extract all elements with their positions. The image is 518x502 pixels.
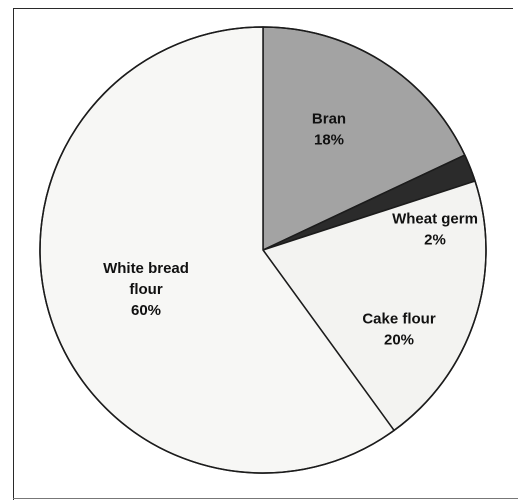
- slice-label-line: Cake flour: [362, 311, 436, 328]
- frame-bottom-line: [13, 498, 518, 499]
- slice-label-line: White bread: [103, 260, 189, 277]
- slices-layer: [39, 26, 487, 474]
- pie-outline: [39, 26, 487, 474]
- slice-label-line: 18%: [314, 132, 344, 149]
- slice-label-wheat-germ: Wheat germ 2%: [392, 211, 478, 249]
- slice-label-bran: Bran 18%: [312, 111, 346, 149]
- slice-label-line: 2%: [424, 232, 446, 249]
- slice-label-white-bread-flour: White bread flour 60%: [103, 260, 189, 319]
- slice-label-line: Bran: [312, 111, 346, 128]
- slice-label-line: flour: [129, 281, 162, 298]
- frame-top-line: [13, 8, 513, 9]
- slice-label-line: Wheat germ: [392, 211, 478, 228]
- slice-label-cake-flour: Cake flour 20%: [362, 311, 436, 349]
- slice-label-line: 60%: [131, 302, 161, 319]
- labels-layer: Bran 18% Wheat germ 2% Cake flour 20% White br…: [103, 111, 478, 349]
- slice-label-line: 20%: [384, 332, 414, 349]
- frame-left-line: [13, 8, 14, 500]
